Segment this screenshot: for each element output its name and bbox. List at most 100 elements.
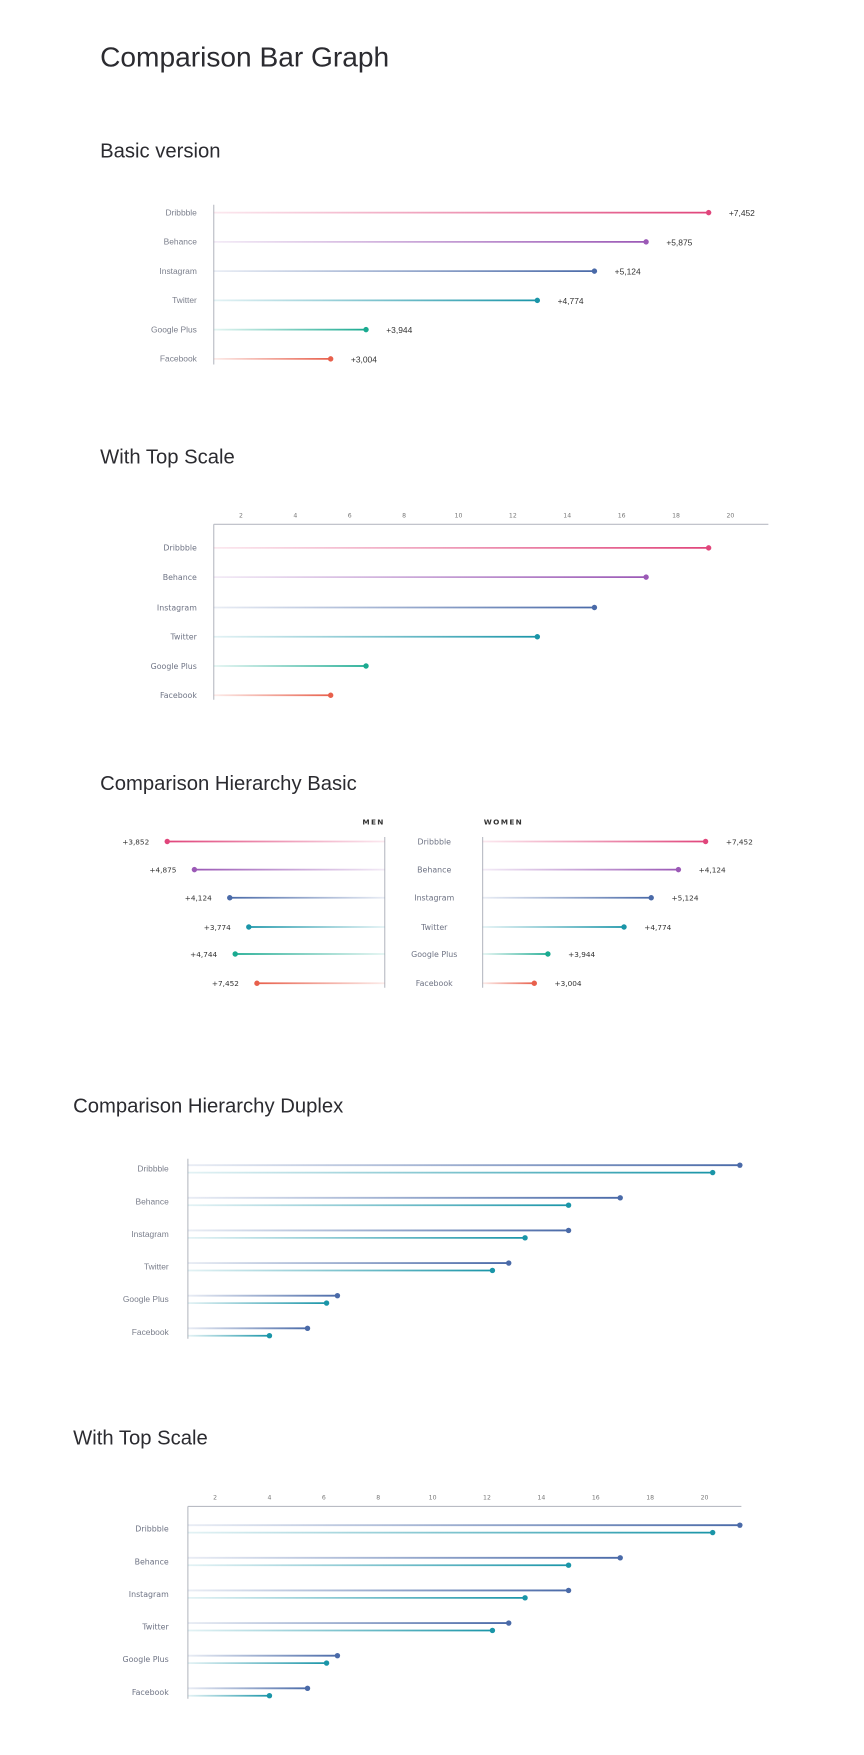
series-b-row-5-dot (266, 1693, 273, 1699)
tick-label: 8 (376, 1495, 380, 1502)
value-label: +3,944 (386, 325, 412, 335)
women-value-label: +7,452 (726, 837, 753, 846)
men-value-label: +4,124 (185, 894, 212, 903)
value-label: +3,004 (351, 354, 377, 364)
men-row-0-dot (164, 838, 170, 845)
category-label: Dribbble (137, 1164, 169, 1174)
tick-label: 16 (618, 513, 626, 520)
women-row-3-dot (621, 924, 627, 930)
series-b-row-1-dot (565, 1202, 572, 1208)
row-4-dot (363, 326, 369, 333)
series-a-row-4-dot (334, 1652, 341, 1659)
series-a-row-4-dot (334, 1292, 341, 1299)
category-label: Google Plus (123, 1294, 169, 1304)
category-label: Google Plus (151, 662, 197, 671)
category-label: Dribbble (418, 837, 452, 846)
row-1-dot (643, 574, 649, 580)
tick-label: 18 (646, 1495, 654, 1502)
men-row-5-dot (254, 980, 260, 986)
category-label: Instagram (157, 603, 197, 612)
men-value-label: +4,875 (149, 865, 176, 874)
category-label: Google Plus (411, 950, 457, 959)
category-label: Instagram (414, 894, 454, 903)
series-a-row-1-dot (617, 1195, 623, 1201)
row-1-dot (643, 239, 649, 245)
men-row-3-dot (246, 924, 252, 930)
value-label: +5,124 (615, 267, 641, 277)
series-a-row-1-dot (617, 1555, 623, 1561)
series-b-row-3-dot (489, 1627, 496, 1634)
series-b-row-2-dot (522, 1595, 528, 1601)
row-0-dot (705, 545, 712, 551)
category-label: Dribbble (163, 544, 197, 553)
tick-label: 10 (455, 513, 463, 520)
series-b-row-2-dot (522, 1235, 528, 1241)
category-label: Behance (136, 1196, 170, 1206)
series-a-row-5-dot (304, 1325, 311, 1331)
women-value-label: +3,944 (568, 950, 595, 959)
series-b-row-5-dot (266, 1333, 273, 1339)
women-row-2-dot (648, 895, 654, 901)
series-a-row-3-dot (506, 1620, 512, 1626)
section-title-top-scale: With Top Scale (100, 447, 235, 469)
series-b-row-4-dot (323, 1300, 330, 1306)
tick-label: 4 (267, 1495, 271, 1502)
series-header-men: MEN (362, 818, 384, 827)
category-label: Twitter (141, 1623, 169, 1632)
category-label: Google Plus (151, 324, 197, 334)
men-row-2-dot (227, 895, 233, 901)
row-5-dot (327, 356, 334, 362)
category-label: Facebook (160, 691, 197, 700)
men-value-label: +4,744 (190, 950, 217, 959)
category-label: Instagram (131, 1229, 168, 1239)
series-b-row-0-dot (709, 1529, 716, 1536)
tick-label: 14 (563, 513, 571, 520)
tick-label: 12 (509, 513, 517, 520)
row-2-dot (591, 604, 598, 611)
series-header-women: WOMEN (484, 818, 523, 827)
section-title-hierarchy-basic: Comparison Hierarchy Basic (100, 773, 357, 795)
men-value-label: +7,452 (212, 979, 239, 988)
series-a-row-3-dot (506, 1260, 512, 1266)
men-row-1-dot (191, 866, 198, 873)
category-label: Instagram (129, 1590, 169, 1599)
section-title-duplex-top-scale: With Top Scale (73, 1428, 208, 1450)
series-b-row-0-dot (709, 1169, 716, 1176)
row-3-dot (534, 634, 541, 640)
series-a-row-2-dot (565, 1227, 572, 1234)
tick-label: 10 (429, 1495, 437, 1502)
tick-label: 2 (239, 513, 243, 520)
category-label: Behance (163, 573, 197, 582)
tick-label: 6 (348, 513, 352, 520)
women-row-0-dot (702, 838, 709, 845)
section-title-basic: Basic version (100, 141, 220, 163)
category-label: Behance (417, 865, 451, 874)
page-title: Comparison Bar Graph (100, 41, 389, 72)
series-b-row-1-dot (565, 1562, 572, 1568)
series-b-row-3-dot (489, 1267, 496, 1274)
women-value-label: +5,124 (671, 894, 698, 903)
women-row-4-dot (545, 951, 551, 957)
row-2-dot (591, 268, 598, 274)
tick-label: 16 (592, 1495, 600, 1502)
category-label: Dribbble (166, 207, 198, 217)
tick-label: 8 (402, 513, 406, 520)
men-value-label: +3,852 (122, 837, 149, 846)
category-label: Google Plus (123, 1655, 169, 1664)
row-5-dot (327, 692, 334, 698)
tick-label: 20 (701, 1495, 709, 1502)
series-a-row-0-dot (737, 1522, 743, 1528)
women-value-label: +4,774 (644, 923, 671, 932)
women-value-label: +4,124 (699, 865, 726, 874)
category-label: Dribbble (135, 1525, 169, 1534)
category-label: Twitter (420, 923, 448, 932)
tick-label: 14 (537, 1495, 545, 1502)
series-a-row-5-dot (304, 1685, 311, 1691)
series-a-row-2-dot (565, 1587, 572, 1594)
tick-label: 4 (293, 513, 297, 520)
category-label: Facebook (132, 1688, 169, 1697)
women-value-label: +3,004 (555, 979, 582, 988)
value-label: +4,774 (558, 296, 584, 306)
